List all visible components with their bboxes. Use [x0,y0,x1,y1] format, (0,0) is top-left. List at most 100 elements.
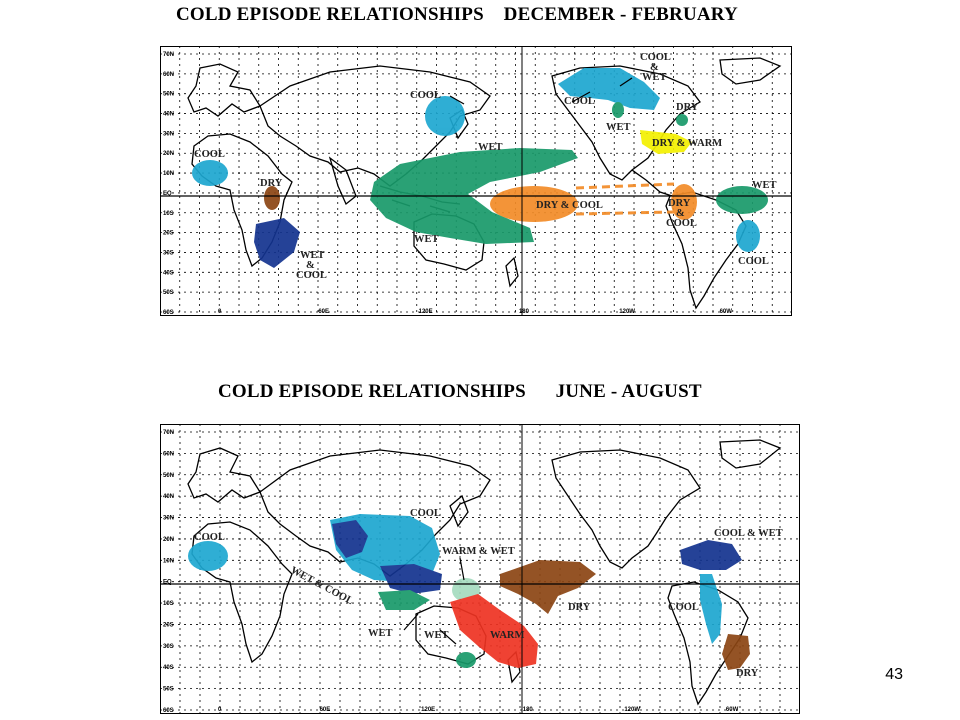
lat-tick-label: 20S [163,622,174,628]
coast-greenland [719,57,782,85]
label-warmwet: WARM & WET [442,546,515,557]
panel-title-jja: COLD EPISODE RELATIONSHIPS JUNE - AUGUST [218,381,702,402]
region-wet-indian [378,590,430,610]
label-drycool-peru-2: & [676,208,685,219]
region-wetcool-southafrica [254,218,300,268]
region-drycool-peru [671,184,697,220]
region-dry-pacific [500,560,596,614]
lat-tick-label: 20S [163,231,174,237]
lon-tick-label: 60E [318,309,329,315]
region-cool-japan [425,96,465,136]
lat-tick-label: 60S [163,310,174,316]
slide-number: 43 [885,666,903,683]
anomaly-regions-djf [192,68,768,268]
lat-tick-label: EQ [163,580,172,586]
region-cool-africa [188,541,228,571]
coast-greenland [719,439,782,469]
region-wet-brazil [716,186,768,214]
lat-tick-label: 30S [163,250,174,256]
region-dry-sa [722,634,750,670]
region-coolwet-nw [558,68,660,110]
label-wet-2: WET [424,630,449,641]
lat-tick-label: 50S [163,687,174,693]
coast-africa [191,521,293,664]
lat-tick-label: 70N [163,430,174,436]
arrows-jja [403,557,465,645]
region-dry-east [676,114,688,126]
lat-tick-label: 70N [163,52,174,58]
grid-jja: 70N 60N 50N 40N 30N 20N 10N EQ 10S 20S 30S 40S 50S 60… [160,424,800,714]
lon-tick-label: 120W [619,309,635,315]
map-frame-djf [160,46,792,316]
lat-tick-label: 10S [163,211,174,217]
region-cool-sa [700,574,722,644]
label-cool-sa: COOL [668,602,699,613]
label-wet-indonesia: WET [414,234,439,245]
lon-tick-label: 120E [421,707,435,713]
lat-tick-label: 50S [163,290,174,296]
lat-tick-label: 40S [163,270,174,276]
lon-tick-label: 60W [720,309,733,315]
label-dry-sa: DRY [736,668,759,679]
lat-tick-label: 40N [163,494,174,500]
label-dry-east: DRY [676,102,699,113]
coast-europe [187,63,261,117]
region-wet-tas [456,652,476,668]
lon-tick-label: 120E [419,309,433,315]
label-coolwet-nw-3: WET [642,72,667,83]
lat-tick-label: 60N [163,72,174,78]
region-wetcool-sea [380,564,442,594]
arrows-djf [449,77,633,105]
label-wet-pacific: WET [478,142,503,153]
label-coolwet-nw-1: COOL [640,52,671,63]
lat-tick-label: 60N [163,451,174,457]
label-wet-1: WET [368,628,393,639]
lat-tick-label: 40N [163,112,174,118]
label-cool-africa: COOL [194,149,225,160]
labels-djf: COOL COOL DRY WET & COOL WET WET DRY & C… [194,52,777,281]
lat-tick-label: 30N [163,131,174,137]
label-cool-asia: COOL [410,508,441,519]
region-drywarm [640,130,692,154]
lat-tick-label: 10N [163,171,174,177]
region-cool-brazil [736,220,760,252]
coast-southamerica [667,581,749,706]
label-wetcool-3: COOL [296,270,327,281]
lon-tick-label: 0 [218,309,222,315]
region-wet-gulf [612,102,624,118]
dashes-drycool [575,182,675,216]
label-wetcool-india: WET & COOL [289,565,355,607]
lat-tick-label: 10S [163,601,174,607]
lat-tick-label: 20N [163,151,174,157]
label-cool-africa: COOL [194,532,225,543]
label-dry-africa: DRY [260,178,283,189]
coast-india [328,156,357,206]
lat-tick-label: 50N [163,92,174,98]
label-wetcool-1: WET [300,250,325,261]
map-djf: 70N 60N 50N 40N 30N 20N 10N EQ 10S 20S 30S 40S 50S 60… [160,46,792,316]
coast-japan [449,494,469,528]
anomaly-regions-jja [188,514,750,670]
lat-tick-label: 30N [163,516,174,522]
lat-tick-label: 20N [163,537,174,543]
label-drycool-peru-3: COOL [666,218,697,229]
region-wet-pacific [370,148,578,244]
lat-tick-label: 30S [163,644,174,650]
lon-tick-label: 0 [218,707,222,713]
label-cool-brazil: COOL [738,256,769,267]
label-warm: WARM [490,630,525,641]
lat-tick-label: EQ [163,191,172,197]
landmass-jja [187,439,782,706]
lat-tick-label: 10N [163,558,174,564]
map-jja-svg: 70N 60N 50N 40N 30N 20N 10N EQ 10S 20S 30S 40S 50S 60… [160,424,800,714]
label-wet-gulf: WET [606,122,631,133]
region-drycool-pacific [490,186,578,222]
lon-tick-label: 60W [726,707,739,713]
map-frame-jja [160,424,800,714]
grid-djf: 70N 60N 50N 40N 30N 20N 10N EQ 10S 20S 30S 40S 50S 60… [160,46,792,316]
map-djf-svg: 70N 60N 50N 40N 30N 20N 10N EQ 10S 20S 30S 40S 50S 60… [160,46,792,316]
lat-tick-label: 50N [163,473,174,479]
lon-tick-label: 180 [519,309,530,315]
coast-australia [415,605,487,665]
label-cool-japan: COOL [410,90,441,101]
